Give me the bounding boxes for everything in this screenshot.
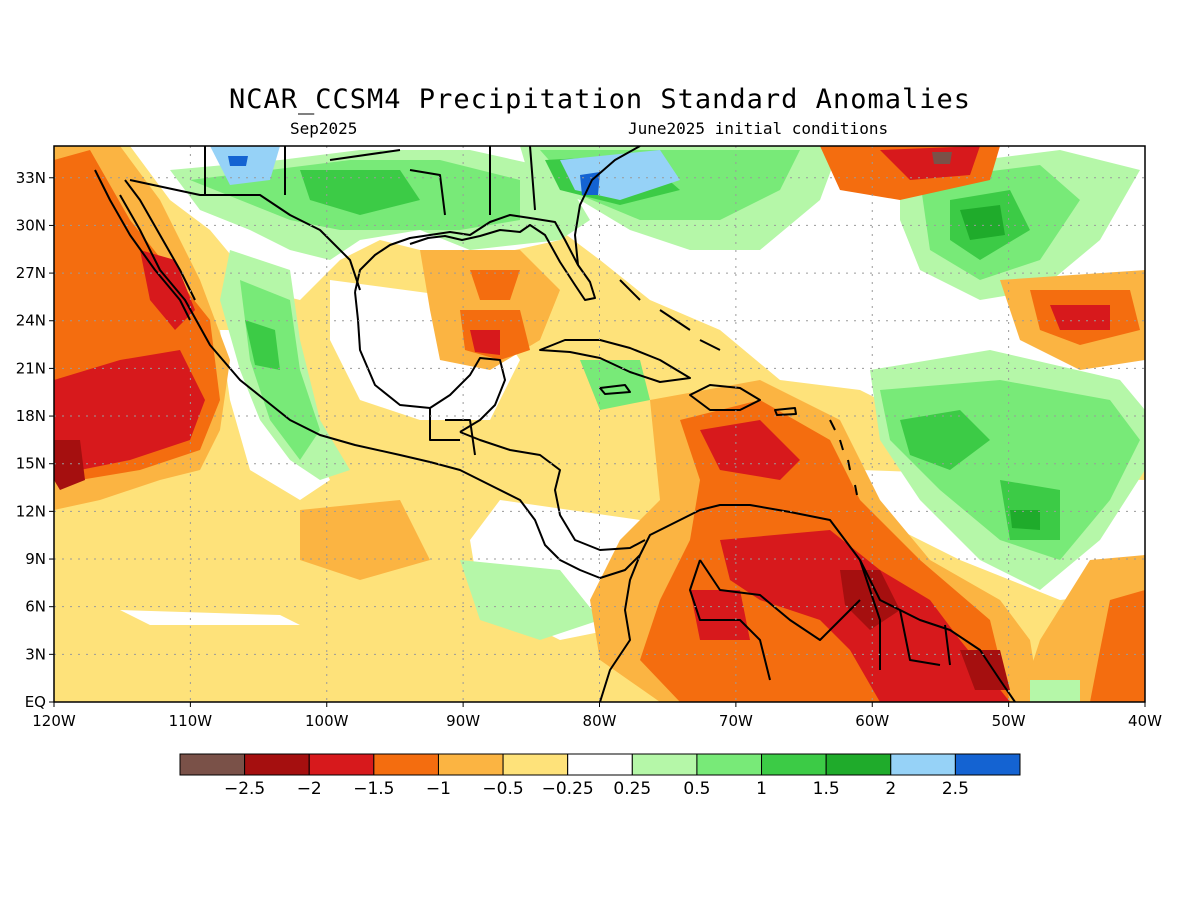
colorbar-label: 1 — [756, 779, 767, 799]
colorbar-label: 0.25 — [613, 779, 651, 799]
colorbar-label: 2 — [885, 779, 896, 799]
colorbar-swatch — [373, 753, 439, 776]
colorbar-label: −0.5 — [482, 779, 523, 799]
colorbar-swatch — [437, 753, 504, 776]
colorbar-swatch — [696, 753, 763, 776]
lat-label: 9N — [25, 550, 46, 568]
colorbar-label: −2.5 — [224, 779, 265, 799]
colorbar-label: −0.25 — [542, 779, 594, 799]
lat-label: 12N — [16, 502, 46, 520]
lat-label: 3N — [25, 645, 46, 663]
lat-label: 30N — [16, 216, 46, 234]
valid-month: Sep2025 — [290, 119, 358, 138]
colorbar-swatch — [954, 753, 1021, 776]
lat-label: 18N — [16, 407, 46, 425]
chart-title: NCAR_CCSM4 Precipitation Standard Anomal… — [229, 84, 971, 115]
lat-label: 21N — [16, 359, 46, 377]
colorbar-swatch — [890, 753, 956, 776]
lon-label: 70W — [719, 712, 753, 730]
colorbar-label: 1.5 — [813, 779, 840, 799]
colorbar-swatch — [761, 753, 827, 776]
lon-label: 110W — [169, 712, 213, 730]
colorbar-swatch — [179, 753, 246, 776]
lat-label: 33N — [16, 169, 46, 187]
colorbar-label: 0.5 — [683, 779, 710, 799]
lon-label: 40W — [1128, 712, 1162, 730]
colorbar-label: −1.5 — [353, 779, 394, 799]
lon-label: 50W — [992, 712, 1026, 730]
lon-label: 100W — [305, 712, 349, 730]
colorbar-swatch — [825, 753, 892, 776]
colorbar-swatch — [567, 753, 633, 776]
lon-label: 90W — [446, 712, 480, 730]
lat-label: 24N — [16, 312, 46, 330]
lon-label: 60W — [855, 712, 889, 730]
colorbar-label: −2 — [297, 779, 322, 799]
coastline-overlay — [94, 146, 1016, 702]
lat-label: 27N — [16, 264, 46, 282]
axis-labels: EQ 3N 6N 9N 12N 15N 18N 21N 24N 27N 30N 33N 120W 110W… — [16, 169, 1162, 730]
graticule — [54, 146, 1145, 702]
lat-label: 6N — [25, 598, 46, 616]
colorbar-label: 2.5 — [942, 779, 969, 799]
initial-conditions: June2025 initial conditions — [628, 119, 889, 138]
colorbar-label: −1 — [426, 779, 451, 799]
colorbar-swatch — [244, 753, 310, 776]
colorbar: −2.5 −2 −1.5 −1 −0.5 −0.25 0.25 0.5 1 1.5 2 2.5 — [179, 753, 1021, 799]
lat-label: 15N — [16, 455, 46, 473]
colorbar-swatch — [631, 753, 698, 776]
colorbar-swatch — [308, 753, 375, 776]
lon-label: 120W — [32, 712, 76, 730]
colorbar-swatch — [502, 753, 569, 776]
lon-label: 80W — [583, 712, 617, 730]
lat-label: EQ — [25, 693, 46, 711]
